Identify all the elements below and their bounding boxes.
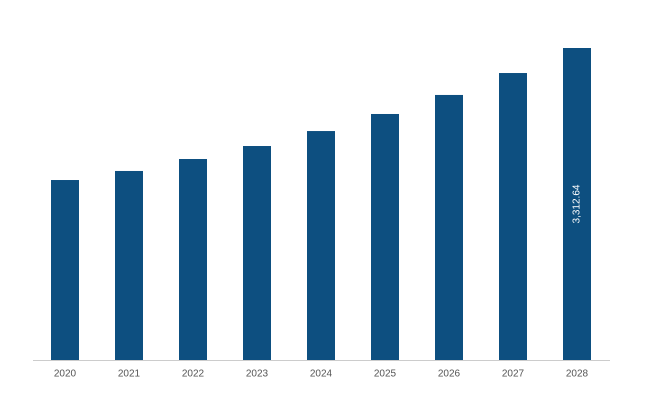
bar	[435, 94, 463, 360]
x-tick-label: 2028	[566, 369, 589, 380]
bar	[243, 146, 271, 360]
data-label: 3,312.64	[572, 184, 583, 223]
x-tick-label: 2027	[502, 369, 525, 380]
bar	[115, 170, 143, 360]
bar	[371, 113, 399, 361]
bar	[51, 180, 79, 360]
bar	[563, 48, 591, 360]
x-tick-label: 2020	[54, 369, 77, 380]
bar	[307, 131, 335, 360]
x-tick-label: 2023	[246, 369, 269, 380]
x-tick-label: 2022	[182, 369, 205, 380]
bar	[179, 159, 207, 360]
bar	[499, 73, 527, 360]
x-tick-label: 2025	[374, 369, 397, 380]
x-tick-label: 2026	[438, 369, 461, 380]
x-tick-label: 2021	[118, 369, 141, 380]
x-tick-label: 2024	[310, 369, 333, 380]
